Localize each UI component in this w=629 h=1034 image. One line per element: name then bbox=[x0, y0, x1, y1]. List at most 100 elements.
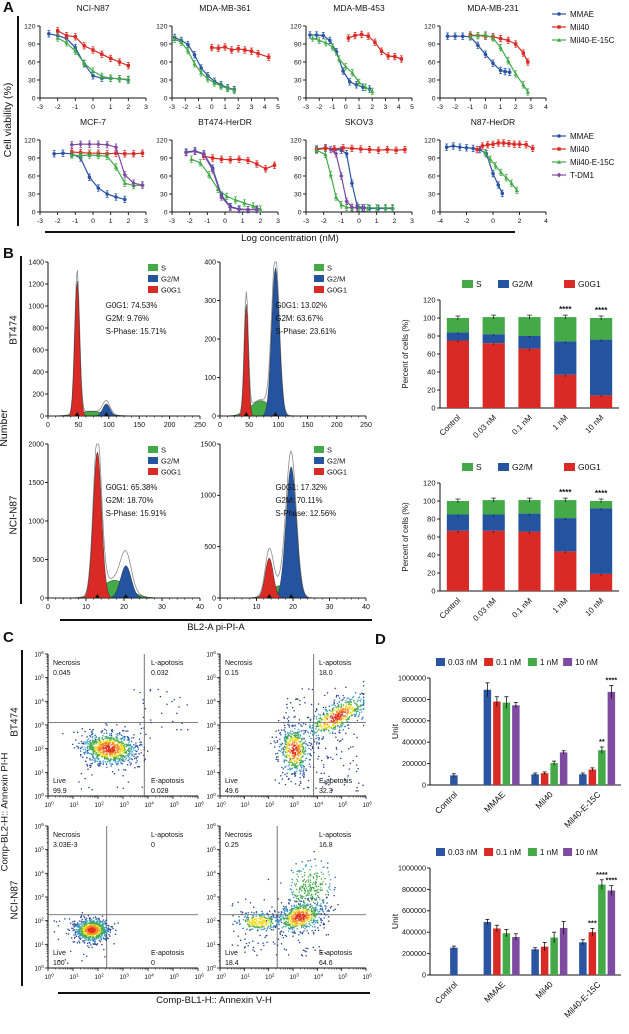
svg-text:50: 50 bbox=[75, 422, 83, 429]
svg-text:1: 1 bbox=[223, 104, 227, 111]
svg-text:18.0: 18.0 bbox=[319, 670, 333, 677]
dose-legend-svg: MMAE Mil40 Mil40-E-15C T-DM1 bbox=[552, 132, 615, 180]
svg-text:2: 2 bbox=[126, 218, 130, 225]
svg-text:0: 0 bbox=[432, 95, 436, 102]
svg-text:101: 101 bbox=[207, 940, 217, 949]
svg-text:30: 30 bbox=[160, 77, 168, 84]
svg-text:0: 0 bbox=[32, 209, 36, 216]
svg-text:3: 3 bbox=[410, 218, 414, 225]
svg-text:20: 20 bbox=[120, 604, 128, 611]
cell-cycle-stacked-bar-nci-n87: 0 20 40 60 80 100 120 Percent of cells (%) S G2/M… bbox=[398, 455, 629, 632]
svg-text:0: 0 bbox=[298, 95, 302, 102]
svg-text:-2: -2 bbox=[55, 104, 61, 111]
svg-text:60: 60 bbox=[160, 173, 168, 180]
svg-text:100: 100 bbox=[207, 964, 217, 973]
svg-text:104: 104 bbox=[207, 697, 217, 706]
panel-c-x-bracket bbox=[58, 992, 370, 994]
svg-text:Mil40: Mil40 bbox=[570, 23, 590, 32]
svg-text:100: 100 bbox=[45, 973, 55, 982]
svg-text:-2: -2 bbox=[321, 218, 327, 225]
svg-text:30: 30 bbox=[326, 604, 334, 611]
svg-text:4: 4 bbox=[544, 104, 548, 111]
svg-text:105: 105 bbox=[207, 674, 217, 683]
svg-text:120: 120 bbox=[424, 23, 436, 30]
svg-text:-3: -3 bbox=[303, 104, 309, 111]
svg-text:G2/M: G2/M bbox=[327, 457, 345, 466]
dose-plot-nci-n87: 0 30 60 90 120 -3 -2 -1 0 1 2 3 NCI-N87 bbox=[12, 2, 150, 123]
svg-text:102: 102 bbox=[265, 801, 275, 810]
dose-plot-bt474-herdr: 0 30 60 90 120 -3 -2 -1 0 1 2 3 BT474-HerDR bbox=[144, 116, 282, 237]
cell-cycle-hist-svg: 0 500 1000 1500 2000 0 10 20 30 40 S G2/M G0G1G0G1: … bbox=[28, 441, 204, 611]
svg-text:60: 60 bbox=[28, 59, 36, 66]
svg-text:0.1 nM: 0.1 nM bbox=[510, 596, 534, 620]
svg-text:105: 105 bbox=[35, 674, 45, 683]
svg-text:400: 400 bbox=[204, 259, 216, 266]
svg-text:NCI-N87: NCI-N87 bbox=[76, 3, 109, 13]
svg-text:106: 106 bbox=[35, 650, 45, 659]
svg-text:40: 40 bbox=[427, 368, 435, 377]
svg-text:30: 30 bbox=[28, 191, 36, 198]
svg-text:1000: 1000 bbox=[28, 518, 44, 525]
svg-text:L-apotosis: L-apotosis bbox=[151, 660, 184, 667]
svg-text:49.6: 49.6 bbox=[225, 788, 239, 795]
svg-text:MDA-MB-231: MDA-MB-231 bbox=[467, 3, 519, 13]
panel-d-label: D bbox=[375, 631, 386, 648]
svg-text:0: 0 bbox=[432, 209, 436, 216]
panel-a-y-bracket bbox=[17, 16, 19, 226]
svg-text:102: 102 bbox=[95, 973, 105, 982]
svg-text:G0G1: G0G1 bbox=[578, 462, 601, 472]
svg-text:2: 2 bbox=[518, 218, 522, 225]
svg-text:60: 60 bbox=[294, 173, 302, 180]
svg-text:90: 90 bbox=[428, 41, 436, 48]
svg-text:-3: -3 bbox=[37, 104, 43, 111]
svg-text:40: 40 bbox=[427, 551, 435, 560]
svg-text:105: 105 bbox=[338, 973, 348, 982]
panel-b-row-label-bt474: BT474 bbox=[8, 315, 20, 345]
svg-text:10 nM: 10 nM bbox=[583, 413, 605, 435]
cell-cycle-hist-nci-n87-treated: 0 500 1000 1500 0 10 20 30 40 S G2/M G0G1 G0G1: 17.3… bbox=[196, 434, 372, 621]
panel-c-ylabel: Comp-BL2-H:: Annexin PI-H bbox=[0, 752, 11, 872]
svg-text:4: 4 bbox=[397, 104, 401, 111]
svg-text:-3: -3 bbox=[37, 218, 43, 225]
svg-text:-1: -1 bbox=[338, 218, 344, 225]
dose-plot-mcf-7: 0 30 60 90 120 -3 -2 -1 0 1 2 3 MCF-7 bbox=[12, 116, 150, 237]
svg-text:1: 1 bbox=[375, 218, 379, 225]
svg-text:106: 106 bbox=[195, 801, 205, 810]
svg-text:106: 106 bbox=[363, 801, 373, 810]
unit-bar-svg: 02000004000006000008000001000000Unit0.03… bbox=[390, 848, 621, 1020]
svg-text:100: 100 bbox=[204, 375, 216, 382]
svg-text:102: 102 bbox=[35, 745, 45, 754]
panel-b-label: B bbox=[3, 245, 14, 262]
svg-text:90: 90 bbox=[160, 155, 168, 162]
svg-text:-1: -1 bbox=[72, 218, 78, 225]
svg-text:100: 100 bbox=[423, 314, 436, 323]
unit-bar-svg: 02000004000006000008000001000000Unit0.03… bbox=[390, 658, 621, 830]
svg-text:600: 600 bbox=[32, 347, 44, 354]
svg-text:100: 100 bbox=[35, 792, 45, 801]
svg-text:99.9: 99.9 bbox=[53, 788, 67, 795]
svg-text:2: 2 bbox=[392, 218, 396, 225]
svg-text:90: 90 bbox=[28, 41, 36, 48]
svg-text:2: 2 bbox=[236, 104, 240, 111]
svg-text:2000: 2000 bbox=[28, 441, 44, 448]
svg-text:S: S bbox=[327, 264, 332, 273]
svg-text:30: 30 bbox=[158, 604, 166, 611]
svg-text:102: 102 bbox=[207, 745, 217, 754]
svg-text:105: 105 bbox=[338, 801, 348, 810]
svg-text:Control: Control bbox=[438, 596, 463, 621]
svg-text:101: 101 bbox=[241, 973, 251, 982]
svg-text:0: 0 bbox=[431, 404, 435, 413]
svg-text:100: 100 bbox=[45, 801, 55, 810]
unit-bar-chart-top: 0 200000 400000 600000 800000 1000000 Unit 0.03… bbox=[390, 648, 629, 839]
svg-text:-2: -2 bbox=[55, 218, 61, 225]
svg-text:0: 0 bbox=[484, 104, 488, 111]
svg-text:120: 120 bbox=[24, 137, 36, 144]
svg-text:S: S bbox=[476, 279, 482, 289]
svg-text:101: 101 bbox=[70, 801, 80, 810]
svg-text:S: S bbox=[476, 462, 482, 472]
svg-text:G2M: 9.76%: G2M: 9.76% bbox=[106, 314, 149, 323]
